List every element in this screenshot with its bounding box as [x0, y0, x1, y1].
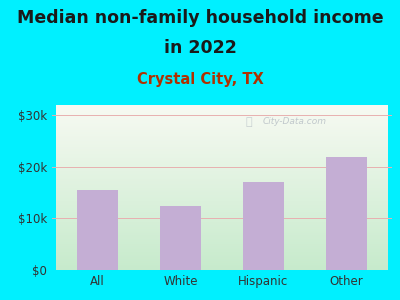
- Text: ⓘ: ⓘ: [246, 116, 252, 127]
- Bar: [160, 206, 201, 270]
- Bar: [326, 157, 367, 270]
- Text: City-Data.com: City-Data.com: [263, 116, 327, 125]
- Bar: [77, 190, 118, 270]
- Text: Median non-family household income: Median non-family household income: [17, 9, 383, 27]
- Text: in 2022: in 2022: [164, 39, 236, 57]
- Bar: [243, 182, 284, 270]
- Text: Crystal City, TX: Crystal City, TX: [137, 72, 263, 87]
